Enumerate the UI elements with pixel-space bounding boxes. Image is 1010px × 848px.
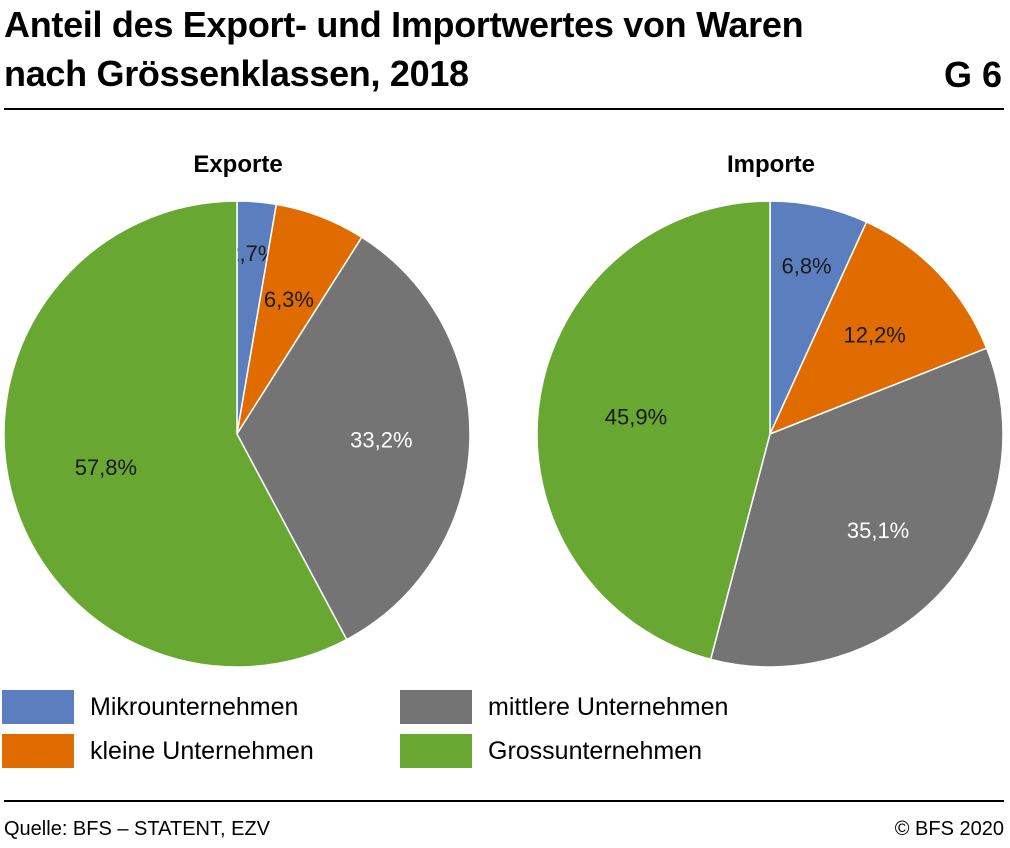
slice-importe-gross — [536, 200, 771, 661]
copyright: © BFS 2020 — [894, 818, 1004, 840]
slice-label-importe-mikro: 6,8% — [781, 253, 831, 278]
header-divider — [4, 108, 1004, 110]
slice-importe-kleine — [768, 220, 988, 436]
slice-label-importe-mittlere: 35,1% — [847, 518, 909, 543]
chart-title-line-1: Anteil des Export- und Importwertes von … — [4, 4, 804, 45]
pie-title-exporte: Exporte — [193, 151, 282, 178]
pie-charts: 2,7%6,3%33,2%57,8%Exporte 6,8%12,2%35,1%… — [3, 151, 1004, 668]
legend-swatch-mittlere — [400, 690, 472, 724]
legend-swatch-gross — [400, 734, 472, 768]
legend-label-mikro: Mikrounternehmen — [90, 692, 299, 721]
chart-title-line-2: nach Grössenklassen, 2018 — [4, 53, 469, 94]
legend: Mikrounternehmen mittlere Unternehmen kl… — [0, 690, 1010, 780]
footer-divider — [4, 800, 1004, 802]
slice-label-exporte-gross: 57,8% — [75, 455, 137, 480]
legend-item-mikro: Mikrounternehmen — [2, 690, 298, 724]
legend-label-kleine: kleine Unternehmen — [90, 736, 314, 765]
figure-id: G 6 — [943, 54, 1002, 95]
slice-exporte-mittlere — [236, 236, 471, 641]
slice-importe-mittlere — [709, 347, 1004, 668]
pie-title-importe: Importe — [727, 151, 815, 178]
pie-importe: 6,8% 12,2% 35,1% 45,9% Importe — [536, 151, 1004, 668]
slice-exporte-gross — [3, 200, 348, 668]
pie-exporte: 2,7%6,3%33,2%57,8%Exporte — [3, 151, 471, 668]
slice-label-importe-gross: 45,9% — [605, 405, 667, 430]
legend-swatch-kleine — [2, 734, 74, 768]
legend-label-mittlere: mittlere Unternehmen — [488, 692, 729, 721]
slice-label-exporte-kleine: 6,3% — [264, 287, 314, 312]
legend-item-gross: Grossunternehmen — [400, 734, 702, 768]
chart-title: Anteil des Export- und Importwertes von … — [4, 0, 884, 98]
source-note: Quelle: BFS – STATENT, EZV — [4, 818, 270, 840]
legend-item-mittlere: mittlere Unternehmen — [400, 690, 728, 724]
legend-swatch-mikro — [2, 690, 74, 724]
legend-item-kleine: kleine Unternehmen — [2, 734, 314, 768]
legend-label-gross: Grossunternehmen — [488, 736, 703, 765]
slice-label-importe-kleine: 12,2% — [843, 322, 905, 347]
slice-label-exporte-mittlere: 33,2% — [350, 427, 412, 452]
